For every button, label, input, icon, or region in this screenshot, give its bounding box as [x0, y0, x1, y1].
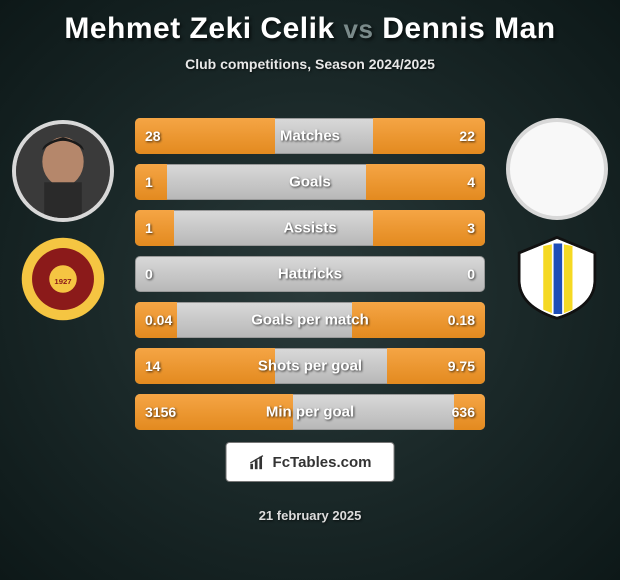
- brand-badge: FcTables.com: [226, 442, 395, 482]
- stat-value-right: 4: [467, 174, 475, 190]
- player1-avatar: [12, 120, 114, 222]
- roma-badge-icon: 1927: [20, 236, 106, 322]
- stat-label: Assists: [283, 220, 336, 237]
- date-text: 21 february 2025: [259, 508, 362, 523]
- stat-value-right: 22: [459, 128, 475, 144]
- svg-text:1927: 1927: [54, 277, 71, 286]
- stat-value-right: 9.75: [448, 358, 475, 374]
- stat-row: 0.04 0.18 Goals per match: [135, 302, 485, 338]
- right-column: [502, 118, 612, 320]
- stat-row: 0 0 Hattricks: [135, 256, 485, 292]
- stat-value-left: 3156: [145, 404, 176, 420]
- stat-label: Shots per goal: [258, 358, 362, 375]
- vs-text: vs: [343, 14, 373, 44]
- stat-value-right: 0: [467, 266, 475, 282]
- stat-row: 3156 636 Min per goal: [135, 394, 485, 430]
- bar-fill-left: [135, 210, 174, 246]
- stat-value-left: 14: [145, 358, 161, 374]
- left-column: 1927: [8, 120, 118, 322]
- stat-value-left: 0: [145, 266, 153, 282]
- stat-value-right: 0.18: [448, 312, 475, 328]
- stat-value-left: 1: [145, 220, 153, 236]
- stat-label: Matches: [280, 128, 340, 145]
- stat-value-left: 1: [145, 174, 153, 190]
- stat-row: 1 4 Goals: [135, 164, 485, 200]
- stat-value-left: 28: [145, 128, 161, 144]
- player2-club-badge: [514, 234, 600, 320]
- subtitle: Club competitions, Season 2024/2025: [0, 56, 620, 72]
- stat-value-left: 0.04: [145, 312, 172, 328]
- stat-label: Min per goal: [266, 404, 354, 421]
- stat-row: 1 3 Assists: [135, 210, 485, 246]
- stat-row: 14 9.75 Shots per goal: [135, 348, 485, 384]
- parma-badge-icon: [514, 234, 600, 320]
- player1-name: Mehmet Zeki Celik: [64, 12, 334, 45]
- comparison-title: Mehmet Zeki Celik vs Dennis Man: [0, 0, 620, 46]
- brand-text: FcTables.com: [273, 454, 372, 471]
- stats-bars: 2822Matches14Goals13Assists00Hattricks0.…: [135, 118, 485, 440]
- player2-name: Dennis Man: [382, 12, 555, 45]
- stat-value-right: 3: [467, 220, 475, 236]
- stat-row: 28 22 Matches: [135, 118, 485, 154]
- stat-value-right: 636: [452, 404, 475, 420]
- stat-label: Goals per match: [251, 312, 369, 329]
- fctables-logo-icon: [249, 453, 267, 471]
- avatar-placeholder-icon: [16, 124, 110, 218]
- stat-label: Hattricks: [278, 266, 342, 283]
- player1-club-badge: 1927: [20, 236, 106, 322]
- player2-avatar: [506, 118, 608, 220]
- stat-label: Goals: [289, 174, 331, 191]
